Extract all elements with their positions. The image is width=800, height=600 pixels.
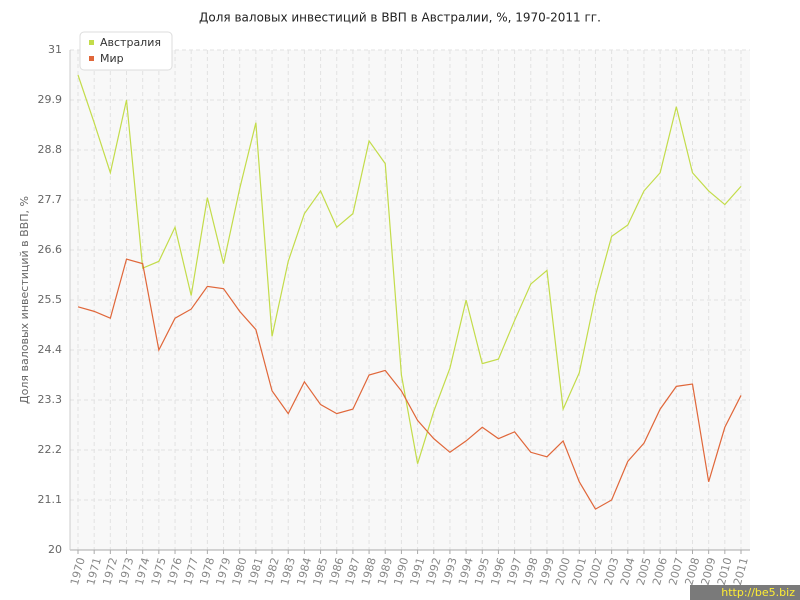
legend-swatch	[89, 40, 94, 45]
y-tick-label: 21.1	[38, 493, 63, 506]
legend-label: Мир	[100, 52, 124, 65]
chart-title: Доля валовых инвестиций в ВВП в Австрали…	[199, 11, 601, 25]
y-tick-label: 28.8	[38, 143, 63, 156]
y-tick-label: 20	[48, 543, 62, 556]
y-tick-label: 24.4	[38, 343, 63, 356]
y-tick-label: 22.2	[38, 443, 63, 456]
y-tick-label: 25.5	[38, 293, 63, 306]
y-tick-label: 23.3	[38, 393, 63, 406]
y-axis-label: Доля валовых инвестиций в ВВП, %	[18, 196, 31, 404]
y-tick-label: 31	[48, 43, 62, 56]
watermark-bg	[690, 585, 800, 600]
series-line	[77, 258, 742, 510]
watermark: http://be5.biz	[721, 586, 795, 599]
legend-label: Австралия	[100, 36, 161, 49]
y-tick-label: 26.6	[38, 243, 63, 256]
y-tick-label: 27.7	[38, 193, 63, 206]
legend-box	[79, 31, 173, 71]
series-line	[77, 74, 742, 464]
y-tick-label: 29.9	[38, 93, 63, 106]
legend-swatch	[89, 56, 94, 61]
